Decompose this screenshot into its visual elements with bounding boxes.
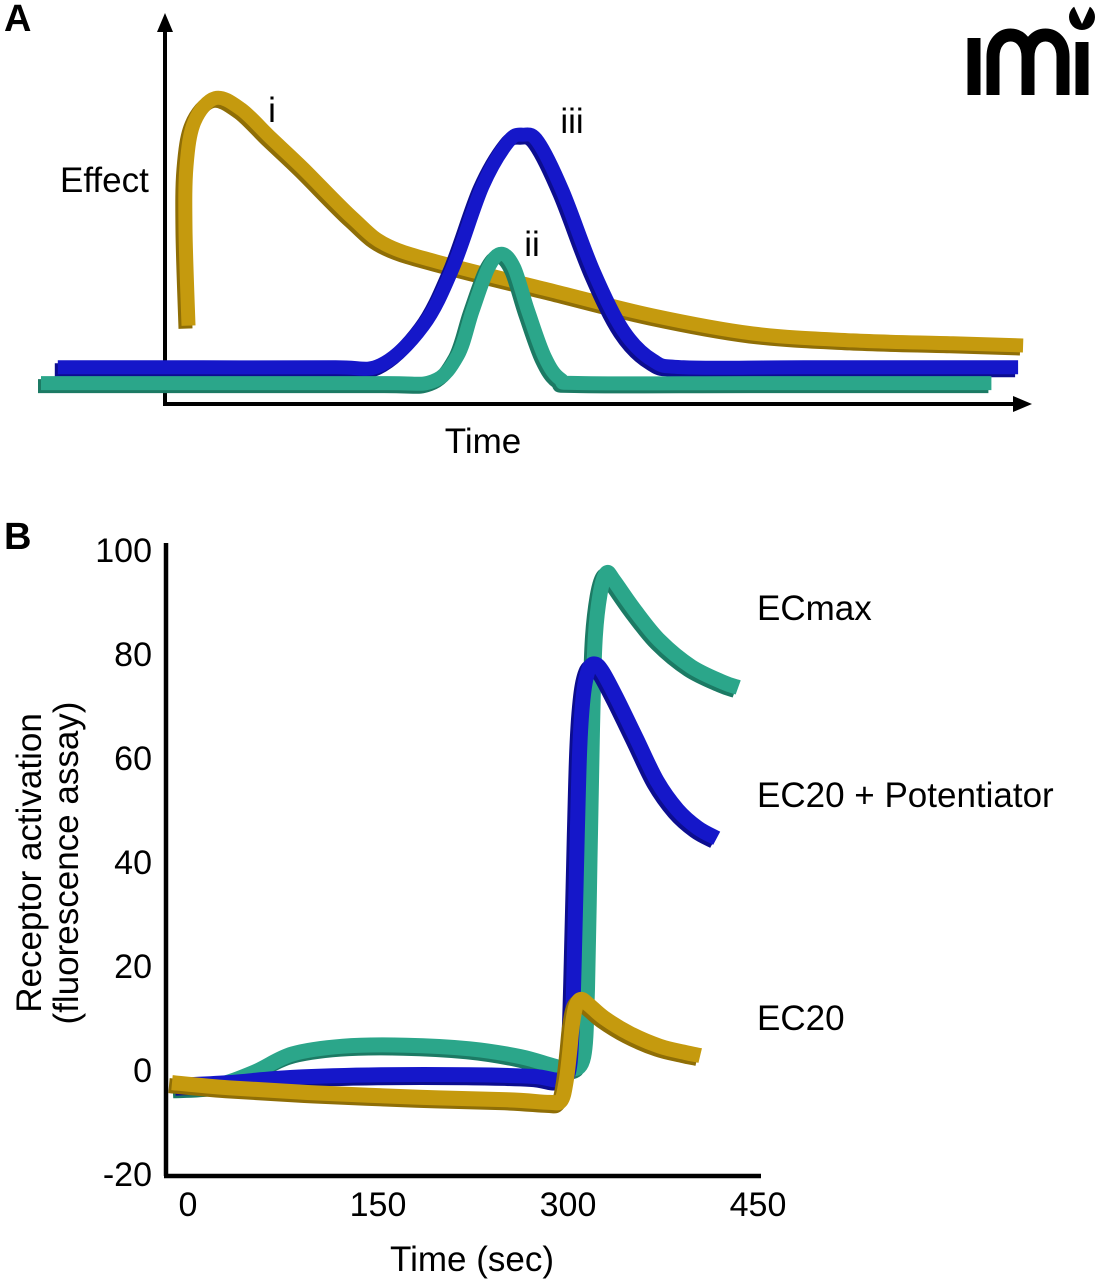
y-tick-100: 100	[95, 532, 152, 570]
mi-journal-logo	[967, 2, 1095, 95]
logo-m-arches	[986, 28, 1070, 95]
x-tick-150: 150	[350, 1186, 407, 1224]
panel-b-curves	[168, 564, 741, 1114]
y-tick-80: 80	[114, 636, 152, 674]
panel-a-x-axis-title: Time	[445, 422, 521, 461]
x-tick-450: 450	[730, 1186, 787, 1224]
logo-i-dot-notch	[1072, 2, 1092, 24]
ec20-potentiator-annotation: EC20 + Potentiator	[757, 776, 1054, 815]
curve-ii	[38, 246, 992, 394]
y-tick-60: 60	[114, 740, 152, 778]
x-tick-300: 300	[540, 1186, 597, 1224]
curve-i	[175, 90, 1024, 356]
x-tick-0: 0	[179, 1186, 198, 1224]
curve-ec20	[168, 991, 702, 1114]
axis-arrow-up-icon	[157, 13, 173, 32]
panel-b-label: B	[4, 516, 31, 558]
curve-ii-annotation: ii	[524, 225, 540, 264]
ecmax-annotation: ECmax	[757, 589, 872, 628]
curve-i-annotation: i	[268, 91, 276, 130]
panel-b-x-axis-title: Time (sec)	[390, 1240, 554, 1279]
y-tick-40: 40	[114, 844, 152, 882]
y-tick-0: 0	[133, 1052, 152, 1090]
curve-ec20-potentiator	[174, 656, 721, 1096]
y-tick-neg20: -20	[103, 1156, 152, 1194]
panel-a-curves	[38, 90, 1024, 394]
curve-iii	[54, 127, 1019, 379]
panel-a-y-axis-title: Effect	[60, 161, 149, 200]
ec20-annotation: EC20	[757, 999, 845, 1038]
panel-b-y-axis-title-line2: (fluorescence assay)	[47, 702, 86, 1025]
panel-b-y-axis-title-line1: Receptor activation	[10, 713, 49, 1013]
curve-iii-annotation: iii	[560, 102, 583, 141]
curve-ecmax	[172, 564, 741, 1099]
panel-b: B 100 80 60 40 20 0 -20 0 150 300 450 Re…	[4, 516, 1054, 1279]
panel-a-label: A	[4, 0, 31, 40]
panel-a: A Effect Time i iii ii	[4, 0, 1032, 461]
y-tick-20: 20	[114, 948, 152, 986]
axis-arrow-right-icon	[1013, 396, 1032, 412]
